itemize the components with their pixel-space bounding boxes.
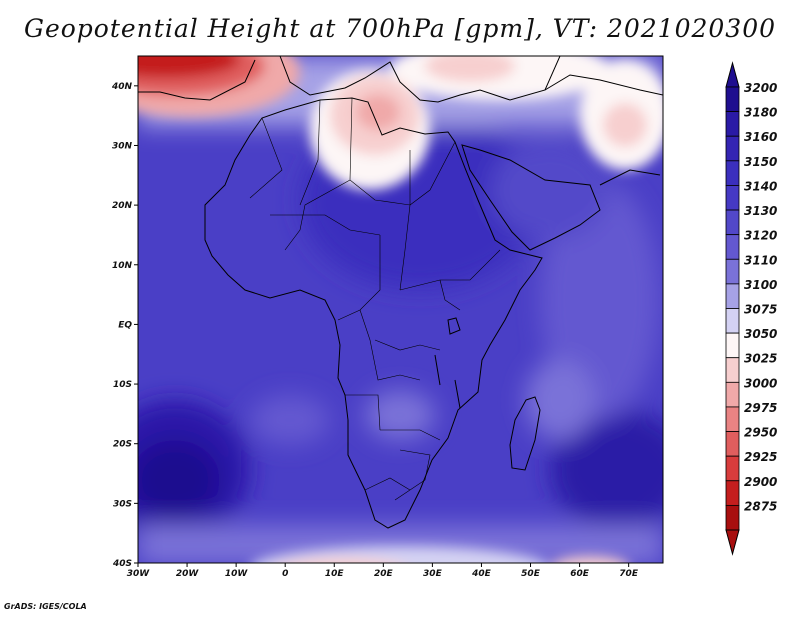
colorbar: 3200 3180 3160 3150 3140 3130 3120 3110 3100 3075… — [725, 61, 777, 556]
colorbar-label: 2950 — [744, 426, 777, 440]
colorbar-swatch — [725, 111, 740, 137]
country-borders — [249, 97, 501, 501]
colorbar-label: 3100 — [744, 278, 777, 292]
coastlines — [138, 56, 663, 529]
colorbar-swatch — [725, 234, 740, 260]
lon-tick-label: 40E — [471, 569, 492, 579]
lat-tick-label: 20S — [113, 440, 132, 450]
lat-tick-label: 30N — [112, 141, 133, 151]
colorbar-swatch — [725, 258, 740, 285]
colorbar-label: 3180 — [744, 106, 777, 120]
colorbar-label: 3150 — [744, 155, 777, 169]
colorbar-swatch — [725, 480, 740, 506]
colorbar-label: 3050 — [744, 327, 777, 341]
colorbar-extend-top — [725, 61, 740, 88]
lon-tick-label: 70E — [619, 569, 639, 579]
lat-tick-label: 40S — [112, 559, 132, 569]
lon-tick-label: 50E — [521, 569, 541, 579]
colorbar-swatch — [725, 86, 740, 113]
colorbar-swatch — [725, 357, 740, 383]
lon-tick-label: 30E — [423, 569, 443, 579]
colorbar-swatch — [725, 504, 740, 531]
lat-tick-label: 10N — [112, 261, 133, 271]
colorbar-label: 3120 — [744, 229, 777, 243]
lon-tick-label: 30W — [127, 569, 151, 579]
colorbar-extend-bottom — [725, 529, 740, 556]
colorbar-label: 3075 — [744, 303, 777, 317]
lat-tick-label: 20N — [112, 201, 133, 211]
height-field — [138, 56, 663, 563]
colorbar-label: 3140 — [744, 179, 777, 193]
colorbar-label: 3160 — [744, 130, 777, 144]
colorbar-label: 2975 — [744, 401, 777, 415]
colorbar-swatch — [725, 283, 740, 309]
colorbar-label: 2900 — [744, 475, 777, 489]
lon-tick-label: 10E — [325, 569, 345, 579]
colorbar-label: 3200 — [744, 81, 777, 95]
colorbar-swatch — [725, 381, 740, 408]
colorbar-swatch — [725, 431, 740, 457]
colorbar-label: 3110 — [744, 253, 777, 267]
colorbar-swatch — [725, 185, 740, 211]
lon-tick-label: 20E — [374, 569, 394, 579]
lon-tick-label: 20W — [176, 569, 200, 579]
lat-tick-label: 40N — [111, 82, 133, 92]
colorbar-swatch — [725, 209, 740, 236]
colorbar-label: 2875 — [744, 499, 777, 513]
lon-tick-label: 60E — [570, 569, 590, 579]
colorbar-swatch — [725, 160, 740, 186]
lat-tick-label: EQ — [118, 320, 132, 330]
colorbar-label: 2925 — [744, 450, 777, 464]
colorbar-swatch — [725, 455, 740, 482]
colorbar-swatch — [725, 332, 740, 359]
lat-tick-label: 10S — [113, 380, 132, 390]
colorbar-label: 3025 — [744, 352, 777, 366]
latitude-axis: 40N 30N 20N 10N EQ 10S 20S 30S 40S — [111, 82, 138, 569]
colorbar-swatch — [725, 135, 740, 162]
lon-tick-label: 10W — [225, 569, 249, 579]
grads-credit: GrADS: IGES/COLA — [4, 602, 87, 611]
lon-tick-label: 0 — [282, 569, 288, 579]
colorbar-label: 3000 — [744, 376, 777, 390]
map-frame — [137, 55, 664, 564]
longitude-axis: 30W 20W 10W 0 10E 20E 30E 40E 50E 60E 70E — [127, 563, 639, 579]
lat-tick-label: 30S — [113, 499, 132, 509]
colorbar-swatch — [725, 406, 740, 432]
colorbar-swatch — [725, 308, 740, 334]
colorbar-label: 3130 — [744, 204, 777, 218]
chart-title: Geopotential Height at 700hPa [gpm], VT:… — [23, 14, 777, 43]
